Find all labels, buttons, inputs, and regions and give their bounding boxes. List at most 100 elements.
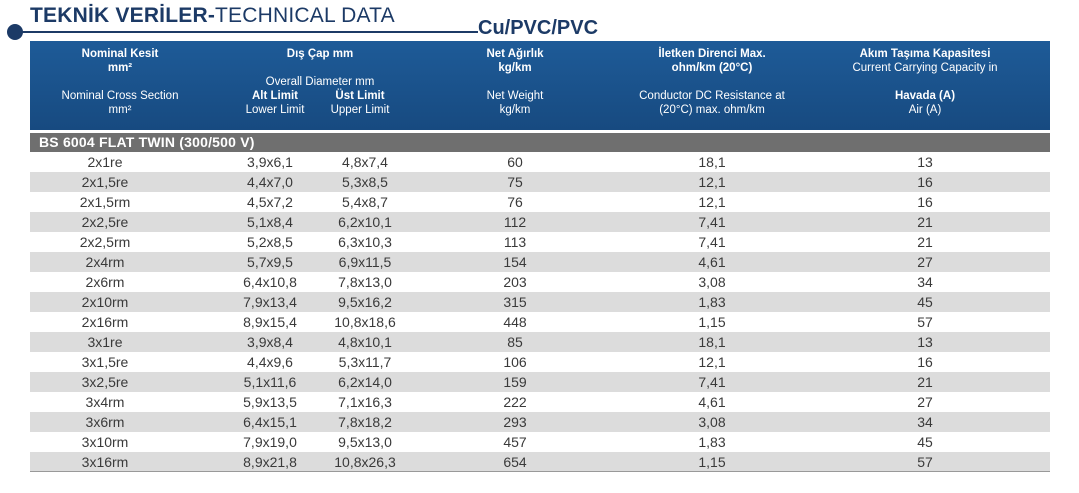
cell-upper-limit: 7,8x13,0 <box>338 274 392 290</box>
cell-upper-limit: 10,8x26,3 <box>334 454 396 470</box>
table-header: Nominal Kesit mm² Nominal Cross Section … <box>30 41 1050 130</box>
cell-lower-limit: 4,5x7,2 <box>247 194 293 210</box>
cell-upper-limit: 6,3x10,3 <box>338 234 392 250</box>
table-row: 3x6rm 6,4x15,1 7,8x18,2 293 3,08 34 <box>30 412 1050 432</box>
cell-dc-resistance: 3,08 <box>698 414 726 430</box>
cell-cross-section: 2x2,5rm <box>79 234 131 250</box>
data-table-body: 2x1re 3,9x6,1 4,8x7,4 60 18,1 13 2x1,5re 4,4x7,… <box>30 152 1050 472</box>
cell-net-weight: 457 <box>503 434 527 450</box>
cell-dc-resistance: 7,41 <box>698 214 726 230</box>
cell-current-capacity: 27 <box>917 254 933 270</box>
cell-dc-resistance: 7,41 <box>698 234 726 250</box>
cell-lower-limit: 5,1x11,6 <box>243 374 297 390</box>
cell-net-weight: 106 <box>503 354 527 370</box>
cell-lower-limit: 6,4x15,1 <box>243 414 297 430</box>
cell-upper-limit: 6,9x11,5 <box>338 254 392 270</box>
cell-cross-section: 3x16rm <box>81 454 129 470</box>
cell-current-capacity: 13 <box>917 334 933 350</box>
cell-lower-limit: 5,7x9,5 <box>247 254 293 270</box>
cell-current-capacity: 34 <box>917 274 933 290</box>
cell-cross-section: 2x4rm <box>85 254 125 270</box>
cell-net-weight: 159 <box>503 374 527 390</box>
cell-current-capacity: 57 <box>917 314 933 330</box>
cell-current-capacity: 16 <box>917 174 933 190</box>
cell-lower-limit: 4,4x9,6 <box>247 354 293 370</box>
cell-upper-limit: 9,5x13,0 <box>338 434 392 450</box>
page-title-regular: TECHNICAL DATA <box>215 4 395 27</box>
cell-dc-resistance: 18,1 <box>698 154 726 170</box>
page-title: TEKNİK VERİLER-TECHNICAL DATA <box>30 4 395 32</box>
header-resistance-en: Conductor DC Resistance at (20°C) max. o… <box>639 90 785 116</box>
cell-current-capacity: 16 <box>917 194 933 210</box>
table-row: 2x2,5rm 5,2x8,5 6,3x10,3 113 7,41 21 <box>30 232 1050 252</box>
cell-dc-resistance: 1,15 <box>698 314 726 330</box>
table-row: 3x16rm 8,9x21,8 10,8x26,3 654 1,15 57 <box>30 452 1050 472</box>
header-weight-en: Net Weight kg/km <box>486 90 544 116</box>
cell-lower-limit: 8,9x15,4 <box>243 314 297 330</box>
header-nominal-tr: Nominal Kesit mm² <box>81 48 159 74</box>
cell-dc-resistance: 1,15 <box>698 454 726 470</box>
cell-upper-limit: 5,3x11,7 <box>338 354 392 370</box>
header-diameter-tr: Dış Çap mm <box>286 48 354 60</box>
cell-cross-section: 2x16rm <box>81 314 129 330</box>
cable-type-subtitle: Cu/PVC/PVC <box>478 17 599 39</box>
table-row: 2x1,5re 4,4x7,0 5,3x8,5 75 12,1 16 <box>30 172 1050 192</box>
cell-current-capacity: 13 <box>917 154 933 170</box>
table-row: 2x10rm 7,9x13,4 9,5x16,2 315 1,83 45 <box>30 292 1050 312</box>
cell-upper-limit: 6,2x10,1 <box>338 214 392 230</box>
section-title: BS 6004 FLAT TWIN (300/500 V) <box>30 133 1050 152</box>
cell-current-capacity: 21 <box>917 214 933 230</box>
cell-current-capacity: 45 <box>917 294 933 310</box>
table-row: 3x1re 3,9x8,4 4,8x10,1 85 18,1 13 <box>30 332 1050 352</box>
table-row: 2x1re 3,9x6,1 4,8x7,4 60 18,1 13 <box>30 152 1050 172</box>
cell-dc-resistance: 12,1 <box>698 194 726 210</box>
table-row: 2x4rm 5,7x9,5 6,9x11,5 154 4,61 27 <box>30 252 1050 272</box>
table-bottom-divider <box>30 471 1050 472</box>
cell-current-capacity: 45 <box>917 434 933 450</box>
cell-net-weight: 60 <box>507 154 523 170</box>
header-current-tr: Akım Taşıma Kapasitesi Current Carrying … <box>852 48 998 74</box>
cell-net-weight: 76 <box>507 194 523 210</box>
cell-cross-section: 2x6rm <box>85 274 125 290</box>
cell-cross-section: 2x1,5re <box>81 174 129 190</box>
cell-dc-resistance: 3,08 <box>698 274 726 290</box>
cell-lower-limit: 5,1x8,4 <box>247 214 293 230</box>
cell-net-weight: 448 <box>503 314 527 330</box>
header-nominal-en: Nominal Cross Section mm² <box>61 90 179 116</box>
cell-net-weight: 113 <box>503 234 527 250</box>
cell-net-weight: 203 <box>503 274 527 290</box>
cell-upper-limit: 7,1x16,3 <box>338 394 392 410</box>
cell-net-weight: 222 <box>503 394 527 410</box>
cell-cross-section: 3x2,5re <box>81 374 129 390</box>
page-title-bold: TEKNİK VERİLER- <box>30 4 216 27</box>
cell-dc-resistance: 12,1 <box>698 174 726 190</box>
cell-current-capacity: 16 <box>917 354 933 370</box>
cell-net-weight: 293 <box>503 414 527 430</box>
table-row: 2x1,5rm 4,5x7,2 5,4x8,7 76 12,1 16 <box>30 192 1050 212</box>
cell-upper-limit: 10,8x18,6 <box>334 314 396 330</box>
cell-net-weight: 112 <box>503 214 527 230</box>
cell-cross-section: 3x4rm <box>85 394 125 410</box>
cell-net-weight: 85 <box>507 334 523 350</box>
cell-dc-resistance: 12,1 <box>698 354 726 370</box>
cell-net-weight: 75 <box>507 174 523 190</box>
table-row: 3x10rm 7,9x19,0 9,5x13,0 457 1,83 45 <box>30 432 1050 452</box>
cell-cross-section: 3x10rm <box>81 434 129 450</box>
cell-upper-limit: 4,8x7,4 <box>342 154 388 170</box>
cell-cross-section: 3x6rm <box>85 414 125 430</box>
cell-upper-limit: 9,5x16,2 <box>338 294 392 310</box>
header-diameter-en: Overall Diameter mm <box>265 76 375 88</box>
cell-lower-limit: 8,9x21,8 <box>243 454 297 470</box>
header-weight-tr: Net Ağırlık kg/km <box>486 48 544 74</box>
cell-upper-limit: 4,8x10,1 <box>338 334 392 350</box>
cell-net-weight: 654 <box>503 454 527 470</box>
table-row: 3x1,5re 4,4x9,6 5,3x11,7 106 12,1 16 <box>30 352 1050 372</box>
cell-lower-limit: 5,2x8,5 <box>247 234 293 250</box>
cell-lower-limit: 3,9x8,4 <box>247 334 293 350</box>
table-row: 2x16rm 8,9x15,4 10,8x18,6 448 1,15 57 <box>30 312 1050 332</box>
title-underline <box>22 31 478 33</box>
table-row: 3x4rm 5,9x13,5 7,1x16,3 222 4,61 27 <box>30 392 1050 412</box>
cell-upper-limit: 5,4x8,7 <box>342 194 388 210</box>
cell-net-weight: 315 <box>503 294 527 310</box>
cell-dc-resistance: 4,61 <box>698 394 726 410</box>
